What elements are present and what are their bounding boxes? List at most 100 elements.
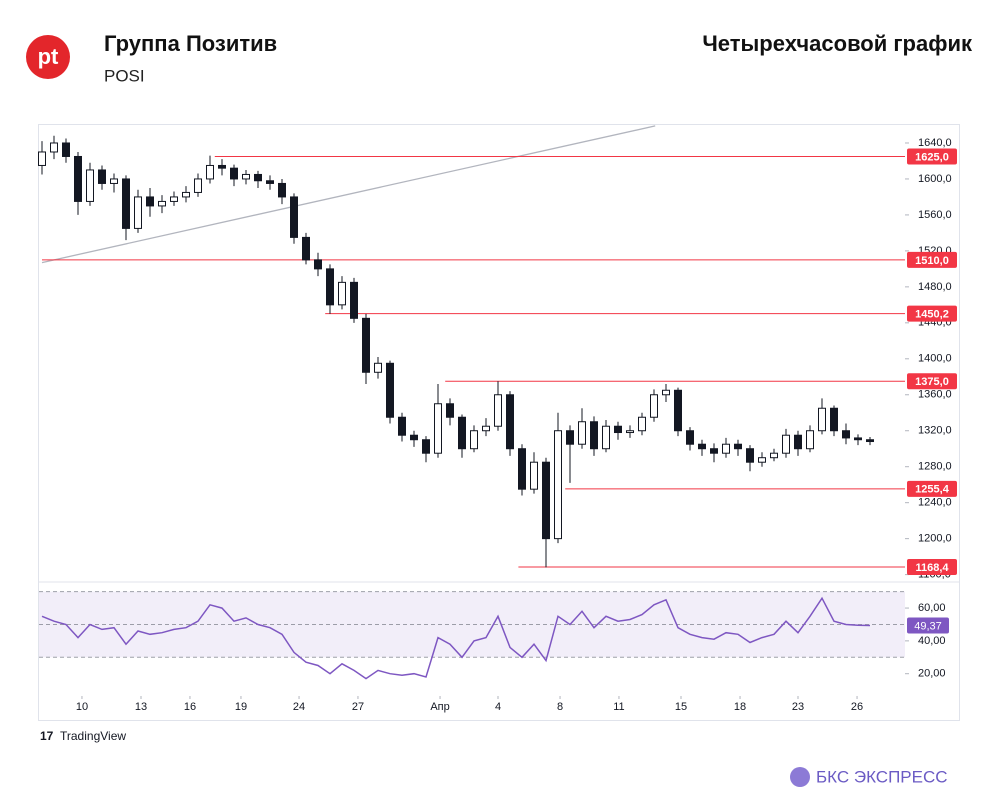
rsi-current-box [907, 617, 949, 634]
candle-body [590, 421, 598, 450]
candle-body [698, 443, 706, 450]
candle-body [530, 461, 538, 490]
y-tick-label: 1600,0 [918, 173, 952, 185]
candle-body [122, 178, 130, 229]
candle-body [290, 196, 298, 238]
x-tick-label: 24 [293, 701, 305, 713]
logo [26, 35, 70, 79]
x-axis: 10 13 16 19 24 27 Апр 4 8 11 15 18 23 26 [76, 696, 863, 713]
candle-body [242, 173, 250, 180]
level-label: 1450,2 [915, 309, 949, 321]
candle-body [566, 430, 574, 445]
y-tick-label: 1560,0 [918, 209, 952, 221]
level-label: 1375,0 [915, 376, 949, 388]
candle-body [794, 434, 802, 450]
candle-body [338, 281, 346, 306]
y-tick-label: 1280,0 [918, 461, 952, 473]
candle-body [278, 182, 286, 198]
level-label-box [907, 373, 957, 390]
chart-frame [38, 124, 960, 721]
candle-body [470, 430, 478, 450]
rsi-current-label: 49,37 [914, 620, 942, 632]
x-tick-label: 15 [675, 701, 687, 713]
candle-body [146, 196, 154, 207]
level-label-box [907, 480, 957, 497]
candle-body [614, 425, 622, 434]
candle-body [98, 169, 106, 184]
candle-body [206, 164, 214, 180]
x-tick-label: 26 [851, 701, 863, 713]
candle-body [842, 430, 850, 439]
level-label: 1625,0 [915, 151, 949, 163]
candle-body [722, 443, 730, 454]
candle-body [818, 407, 826, 432]
candle-body [866, 439, 874, 443]
candle-body [218, 164, 226, 169]
company: Группа Позитив [104, 31, 277, 56]
candle-body [662, 389, 670, 396]
candle-body [158, 200, 166, 207]
trendline [41, 125, 656, 264]
candle-body [686, 430, 694, 445]
level-label-box [907, 305, 957, 322]
y-tick-label: 20,00 [918, 668, 946, 680]
candle-body [458, 416, 466, 450]
rsi-pane: 20,00 40,00 60,00 49,37 [39, 591, 949, 680]
candle-body [542, 461, 550, 540]
candle-body [74, 155, 82, 202]
candle-body [50, 142, 58, 153]
candle-body [770, 452, 778, 459]
candle-body [326, 268, 334, 306]
x-tick-label: 27 [352, 701, 364, 713]
tv-mark: 17 [40, 729, 54, 743]
x-tick-label: 18 [734, 701, 746, 713]
candle-body [710, 448, 718, 454]
level-label-box [907, 251, 957, 268]
candle-body [86, 169, 94, 202]
level-label: 1510,0 [915, 255, 949, 267]
candle-body [134, 196, 142, 229]
candle-body [374, 362, 382, 373]
candle-body [266, 180, 274, 184]
x-tick-label: 4 [495, 701, 501, 713]
candle-body [386, 362, 394, 418]
candle-body [806, 430, 814, 450]
brand-icon [790, 767, 810, 787]
y-tick-label: 1320,0 [918, 425, 952, 437]
candle-body [506, 394, 514, 450]
level-label-box [907, 559, 957, 576]
candle-body [170, 196, 178, 202]
x-tick-label: 11 [613, 701, 624, 713]
x-tick-label: Апр [430, 701, 449, 713]
candle-body [38, 151, 46, 166]
source: TradingView [60, 729, 126, 743]
candle-body [518, 448, 526, 490]
candle-body [482, 425, 490, 432]
candle-body [782, 434, 790, 454]
candle-body [758, 457, 766, 463]
ticker: POSI [104, 66, 145, 85]
candle-body [314, 259, 322, 270]
candle-body [62, 142, 70, 157]
level-label: 1255,4 [915, 484, 950, 496]
candle-body [830, 407, 838, 432]
y-tick-label: 40,00 [918, 635, 946, 647]
candle-body [746, 448, 754, 463]
candle-body [254, 173, 262, 182]
y-tick-label: 60,00 [918, 602, 946, 614]
candle-body [194, 178, 202, 193]
x-tick-label: 16 [184, 701, 196, 713]
candle-body [182, 191, 190, 198]
candle-body [230, 167, 238, 180]
candle-body [734, 443, 742, 450]
candle-body [650, 394, 658, 418]
y-tick-label: 1200,0 [918, 533, 952, 545]
y-tick-label: 1240,0 [918, 497, 952, 509]
x-tick-label: 10 [76, 701, 88, 713]
y-tick-label: 1480,0 [918, 281, 952, 293]
logo-text: pt [38, 44, 59, 69]
candle-body [350, 281, 358, 319]
candle-body [674, 389, 682, 432]
candle-body [446, 403, 454, 418]
